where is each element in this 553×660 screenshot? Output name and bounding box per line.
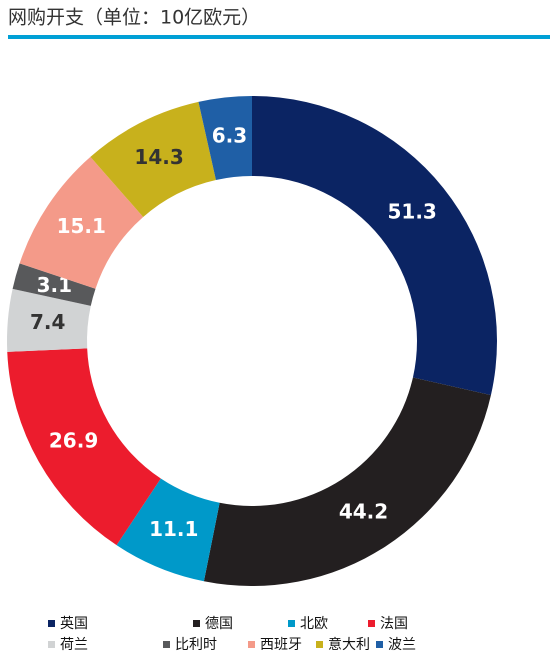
- legend-label: 荷兰: [60, 637, 88, 653]
- legend-swatch: [163, 641, 170, 648]
- donut-segment: [116, 478, 220, 582]
- legend-label: 英国: [60, 615, 88, 632]
- legend-label: 西班牙: [260, 637, 302, 653]
- donut-segment: [7, 288, 91, 352]
- donut-segment: [203, 377, 491, 586]
- data-label: 15.1: [57, 214, 106, 238]
- legend-swatch: [248, 641, 255, 648]
- data-label: 26.9: [49, 428, 98, 452]
- legend-swatch: [368, 620, 375, 627]
- title-rule: [8, 35, 550, 39]
- data-label: 7.4: [30, 310, 65, 334]
- legend-label: 波兰: [388, 637, 416, 653]
- donut-segment: [252, 96, 497, 396]
- legend-label: 意大利: [328, 636, 370, 653]
- donut-segment: [12, 263, 96, 306]
- data-label: 11.1: [149, 517, 198, 541]
- legend-label: 北欧: [300, 616, 328, 632]
- donut-segment: [7, 348, 161, 546]
- legend-swatch: [316, 641, 323, 648]
- data-label: 44.2: [339, 500, 388, 524]
- legend-label: 法国: [380, 616, 408, 632]
- legend-swatch: [48, 641, 55, 648]
- legend-swatch: [288, 620, 295, 627]
- data-label: 51.3: [387, 200, 436, 224]
- donut-segment: [90, 101, 216, 217]
- data-label: 14.3: [134, 145, 183, 169]
- legend-swatch: [376, 641, 383, 648]
- data-label: 6.3: [212, 124, 247, 148]
- legend-swatch: [193, 620, 200, 627]
- donut-segment: [198, 96, 252, 180]
- legend-swatch: [48, 620, 55, 627]
- donut-segment: [19, 156, 144, 289]
- chart-title: 网购开支（单位：10亿欧元）: [8, 7, 260, 29]
- legend-label: 比利时: [175, 637, 217, 653]
- legend-label: 德国: [205, 616, 233, 632]
